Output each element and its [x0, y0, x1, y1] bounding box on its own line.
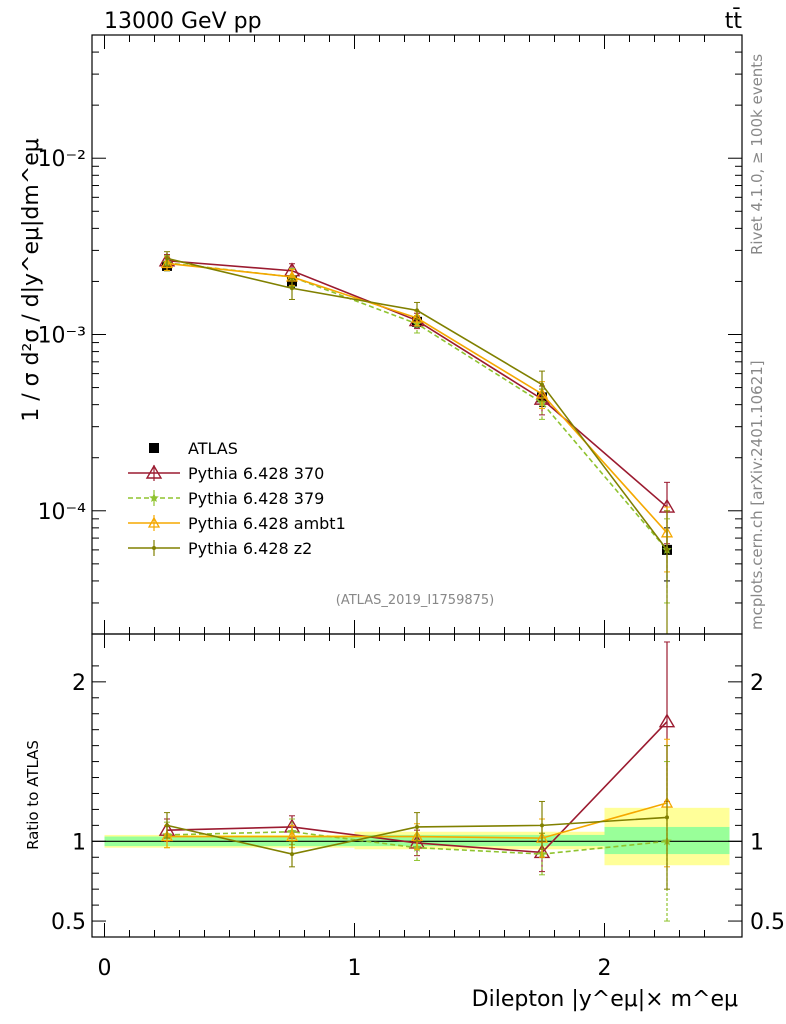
point-ambt1 — [410, 311, 424, 323]
ratio-y-tick-label-right: 1 — [750, 830, 764, 855]
point-z2 — [665, 815, 669, 820]
main-y-tick-label: 10⁻² — [38, 147, 86, 172]
legend-marker-ambt1 — [147, 516, 161, 528]
series-z2 — [164, 251, 670, 635]
point-z2 — [540, 382, 544, 387]
ratio-panel-frame — [91, 633, 743, 938]
header-process: tt̄ — [725, 8, 743, 34]
point-z2 — [165, 823, 169, 828]
ratio-y-tick-label-right: 0.5 — [750, 910, 785, 935]
main-ylabel: 1 / σ d²σ / d|y^eμ|dm^eμ — [19, 138, 44, 422]
rivet-version-label: Rivet 4.1.0, ≥ 100k events — [748, 54, 766, 255]
point-z2 — [290, 852, 294, 857]
ratio-y-tick-label-left: 0.5 — [51, 910, 86, 935]
legend-entry-p370: Pythia 6.428 370 — [128, 464, 324, 483]
ratio-y-tick-label-left: 2 — [72, 671, 86, 696]
legend-entry-data: ATLAS — [149, 439, 238, 458]
legend-label-p379: Pythia 6.428 379 — [188, 489, 324, 508]
series-z2 — [164, 745, 670, 890]
legend: ATLAS Pythia 6.428 370 Pythia 6.428 379 Pyt… — [128, 439, 346, 558]
point-z2 — [415, 308, 419, 313]
point-ambt1 — [160, 830, 174, 842]
legend-marker-data — [149, 443, 159, 453]
legend-marker-z2 — [152, 546, 156, 550]
legend-label-z2: Pythia 6.428 z2 — [188, 539, 312, 558]
legend-label-data: ATLAS — [188, 439, 238, 458]
analysis-watermark: (ATLAS_2019_I1759875) — [336, 593, 494, 608]
header-energy: 13000 GeV pp — [104, 9, 262, 34]
ratio-band-inner — [354, 834, 605, 847]
legend-label-ambt1: Pythia 6.428 ambt1 — [188, 514, 346, 533]
main-y-tick-label: 10⁻³ — [38, 324, 86, 349]
star-marker-shape — [149, 493, 159, 502]
point-ambt1 — [285, 830, 299, 842]
mcplots-label: mcplots.cern.ch [arXiv:2401.10621] — [748, 360, 766, 630]
point-z2 — [165, 256, 169, 261]
point-z2 — [415, 824, 419, 829]
x-tick-label: 1 — [348, 956, 362, 981]
ratio-panel: 0.5 0.5 1 1 2 2 0 1 2 — [51, 634, 785, 981]
x-axis-label: Dilepton |y^eμ|× m^eμ — [472, 987, 738, 1012]
point-z2 — [540, 823, 544, 828]
legend-entry-p379: Pythia 6.428 379 — [128, 489, 324, 508]
legend-label-p370: Pythia 6.428 370 — [188, 464, 324, 483]
point-z2 — [290, 286, 294, 291]
legend-entry-z2: Pythia 6.428 z2 — [128, 539, 312, 558]
point-p370 — [658, 713, 676, 728]
point-z2 — [665, 547, 669, 552]
ratio-y-tick-label-right: 2 — [750, 671, 764, 696]
main-y-tick-label: 10⁻⁴ — [38, 500, 87, 525]
x-tick-label: 0 — [98, 956, 112, 981]
legend-marker-p379 — [149, 493, 159, 502]
main-panel: 10⁻² 10⁻³ 10⁻⁴ — [38, 34, 742, 635]
point-ambt1 — [160, 257, 174, 269]
ratio-ylabel: Ratio to ATLAS — [24, 740, 42, 850]
x-tick-label: 2 — [598, 956, 612, 981]
legend-marker-p370 — [145, 464, 163, 479]
legend-entry-ambt1: Pythia 6.428 ambt1 — [128, 514, 346, 533]
ratio-y-tick-label-left: 1 — [72, 830, 86, 855]
